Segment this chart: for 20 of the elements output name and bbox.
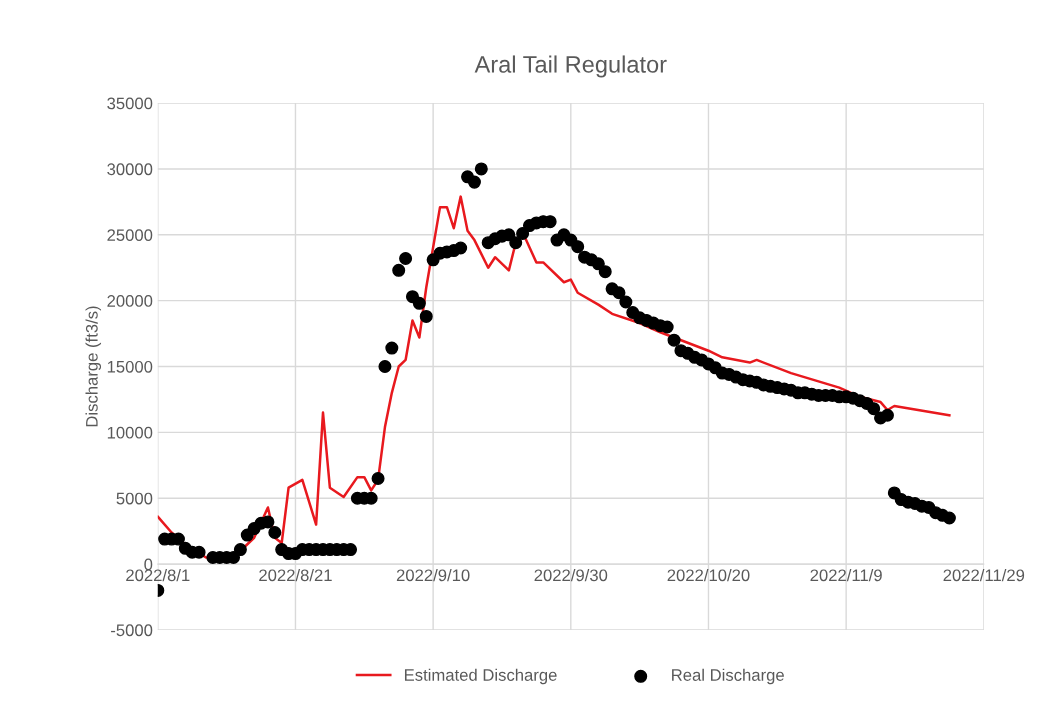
chart-title: Aral Tail Regulator [474,55,667,78]
x-tick-label: 2022/9/10 [396,568,470,582]
y-tick-label: 5000 [116,492,153,505]
legend-label: Real Discharge [672,668,784,685]
x-tick-label: 2022/8/21 [259,568,332,582]
x-tick-label: 2022/11/29 [943,568,1025,582]
y-tick-label: 10000 [107,426,153,439]
y-tick-label: 20000 [107,295,153,307]
y-tick-label: 15000 [107,360,153,373]
legend-label: Estimated Discharge [404,668,557,685]
x-tick-label: 2022/10/20 [667,568,750,582]
y-tick-label: 35000 [107,97,153,110]
x-tick-label: 2022/9/30 [534,568,608,582]
y-tick-label: 0 [144,558,153,571]
y-tick-label: 25000 [107,229,153,242]
y-tick-label: -5000 [111,624,153,637]
x-tick-label: 2022/11/9 [810,568,882,582]
y-tick-label: 30000 [107,163,153,176]
y-axis-title: Discharge (ft3/s) [85,306,102,427]
x-tick-label: 2022/8/1 [126,568,190,582]
